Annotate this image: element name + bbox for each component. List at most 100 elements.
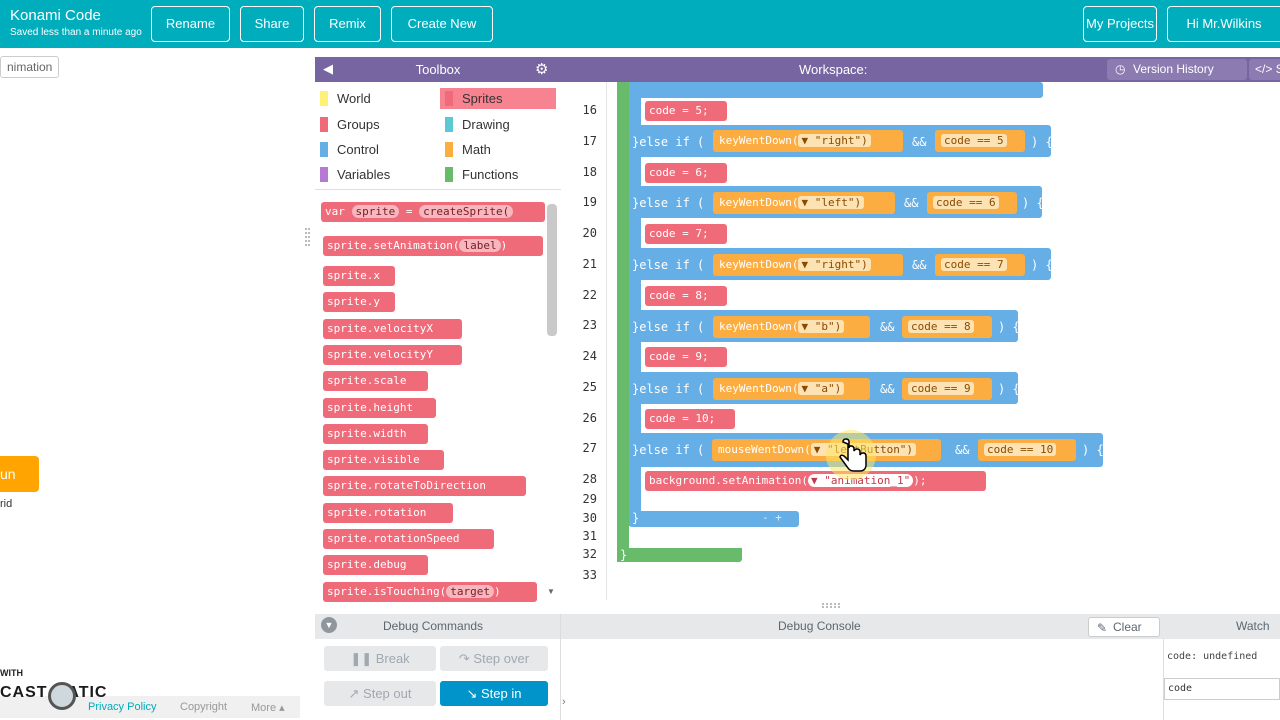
block-sprite-velocityy[interactable]: sprite.velocityY (323, 345, 462, 365)
line-number: 19 (582, 195, 597, 209)
line-number: 18 (582, 165, 597, 179)
groups-swatch (320, 117, 328, 132)
clock-icon: ◷ (1115, 62, 1126, 76)
project-name[interactable]: Konami Code (10, 7, 101, 24)
clear-console-button[interactable]: ✎ Clear (1088, 617, 1160, 637)
key-went-down-block[interactable]: keyWentDown(▼ "a") (713, 378, 870, 400)
set-animation-block[interactable]: background.setAnimation(▼ "animation_1")… (645, 471, 986, 491)
if-row-15[interactable] (629, 82, 1043, 98)
line-number: 27 (582, 441, 597, 455)
assign-block[interactable]: code = 6; (645, 163, 727, 183)
compare-block[interactable]: code == 7 (935, 254, 1025, 276)
category-variables[interactable]: Variables (315, 164, 431, 185)
line-number: 24 (582, 349, 597, 363)
my-projects-button[interactable]: My Projects (1083, 6, 1157, 42)
grid-toggle-label[interactable]: rid (0, 498, 13, 510)
user-menu-button[interactable]: Hi Mr.Wilkins (1167, 6, 1280, 42)
assign-block[interactable]: code = 7; (645, 224, 727, 244)
category-world[interactable]: World (315, 88, 431, 109)
more-link[interactable]: More ▴ (251, 702, 285, 714)
privacy-policy-link[interactable]: Privacy Policy (88, 701, 157, 713)
draw-function-block-end (617, 548, 742, 562)
category-groups[interactable]: Groups (315, 114, 431, 135)
category-functions[interactable]: Functions (440, 164, 556, 185)
version-history-button[interactable]: ◷ Version History (1107, 59, 1247, 80)
block-sprite-visible[interactable]: sprite.visible (323, 450, 444, 470)
assign-block[interactable]: code = 9; (645, 347, 727, 367)
rename-button[interactable]: Rename (151, 6, 230, 42)
run-button[interactable]: un (0, 456, 39, 492)
draw-sprites-call[interactable]: drawSprites(); (630, 530, 732, 544)
block-sprite-x[interactable]: sprite.x (323, 266, 395, 286)
compare-block[interactable]: code == 10 (978, 439, 1076, 461)
key-went-down-block[interactable]: keyWentDown(▼ "b") (713, 316, 870, 338)
compare-block[interactable]: code == 9 (902, 378, 992, 400)
block-sprite-rotate-to-direction[interactable]: sprite.rotateToDirection (323, 476, 526, 496)
break-button[interactable]: ❚❚ Break (324, 646, 436, 671)
block-sprite-velocityx[interactable]: sprite.velocityX (323, 319, 462, 339)
line-number: 16 (582, 103, 597, 117)
scroll-down-icon[interactable]: ▼ (547, 587, 555, 596)
step-out-icon: ↗ (348, 686, 364, 701)
close-paren: ) { (1082, 443, 1104, 457)
line-number: 23 (582, 318, 597, 332)
add-remove-else-control[interactable]: - + (762, 511, 782, 524)
draw-function-block[interactable] (617, 82, 629, 562)
and-operator: && (880, 382, 895, 396)
category-sprites[interactable]: Sprites (440, 88, 556, 109)
assign-block[interactable]: code = 8; (645, 286, 727, 306)
key-went-down-block[interactable]: keyWentDown(▼ "right") (713, 254, 903, 276)
show-text-button[interactable]: </> S (1249, 59, 1280, 80)
collapse-debug-icon[interactable]: ▼ (321, 617, 337, 633)
line-number: 21 (582, 257, 597, 271)
workspace-title: Workspace: (799, 62, 868, 77)
share-button[interactable]: Share (240, 6, 304, 42)
resize-handle[interactable] (822, 603, 840, 608)
block-sprite-scale[interactable]: sprite.scale (323, 371, 428, 391)
debug-divider (560, 614, 561, 720)
assign-block[interactable]: code = 5; (645, 101, 727, 121)
step-in-button[interactable]: ↘ Step in (440, 681, 548, 706)
key-went-down-block[interactable]: keyWentDown(▼ "right") (713, 130, 903, 152)
copyright-link[interactable]: Copyright (180, 701, 228, 713)
animation-tag[interactable]: nimation (0, 56, 60, 78)
block-set-animation[interactable]: sprite.setAnimation(label) (323, 236, 543, 256)
remix-button[interactable]: Remix (314, 6, 381, 42)
category-control[interactable]: Control (315, 139, 431, 160)
category-drawing[interactable]: Drawing (440, 114, 556, 135)
create-new-button[interactable]: Create New (391, 6, 493, 42)
workspace-header: Workspace: ◷ Version History </> S (561, 57, 1280, 82)
toolbox-scrollbar[interactable] (547, 204, 557, 336)
close-paren: ) { (1031, 258, 1053, 272)
block-sprite-is-touching[interactable]: sprite.isTouching(target) (323, 582, 537, 602)
block-create-sprite[interactable]: var sprite = createSprite( (321, 202, 545, 222)
math-swatch (445, 142, 453, 157)
step-over-button[interactable]: ↷ Step over (440, 646, 548, 671)
line-number: 17 (582, 134, 597, 148)
line-number: 29 (582, 492, 597, 506)
assign-block[interactable]: code = 10; (645, 409, 735, 429)
block-sprite-y[interactable]: sprite.y (323, 292, 395, 312)
gear-icon[interactable]: ⚙ (535, 61, 549, 78)
compare-block[interactable]: code == 5 (935, 130, 1025, 152)
function-close-brace: } (620, 548, 628, 562)
hand-cursor-icon (826, 430, 876, 480)
toolbox-categories: World Sprites Groups Drawing Control Mat… (315, 82, 561, 190)
resize-handle-vertical[interactable] (305, 228, 310, 246)
game-area[interactable] (0, 48, 302, 448)
else-if-keyword: }else if ( (632, 382, 705, 396)
block-sprite-debug[interactable]: sprite.debug (323, 555, 428, 575)
drawing-swatch (445, 117, 453, 132)
key-went-down-block[interactable]: keyWentDown(▼ "left") (713, 192, 895, 214)
collapse-left-icon[interactable]: ◀ (323, 61, 333, 76)
if-block-end[interactable] (629, 511, 799, 527)
category-math[interactable]: Math (440, 139, 556, 160)
block-sprite-rotation-speed[interactable]: sprite.rotationSpeed (323, 529, 494, 549)
watch-input[interactable]: code (1164, 678, 1280, 700)
block-sprite-height[interactable]: sprite.height (323, 398, 436, 418)
block-sprite-width[interactable]: sprite.width (323, 424, 428, 444)
compare-block[interactable]: code == 8 (902, 316, 992, 338)
step-out-button[interactable]: ↗ Step out (324, 681, 436, 706)
block-sprite-rotation[interactable]: sprite.rotation (323, 503, 453, 523)
compare-block[interactable]: code == 6 (927, 192, 1017, 214)
